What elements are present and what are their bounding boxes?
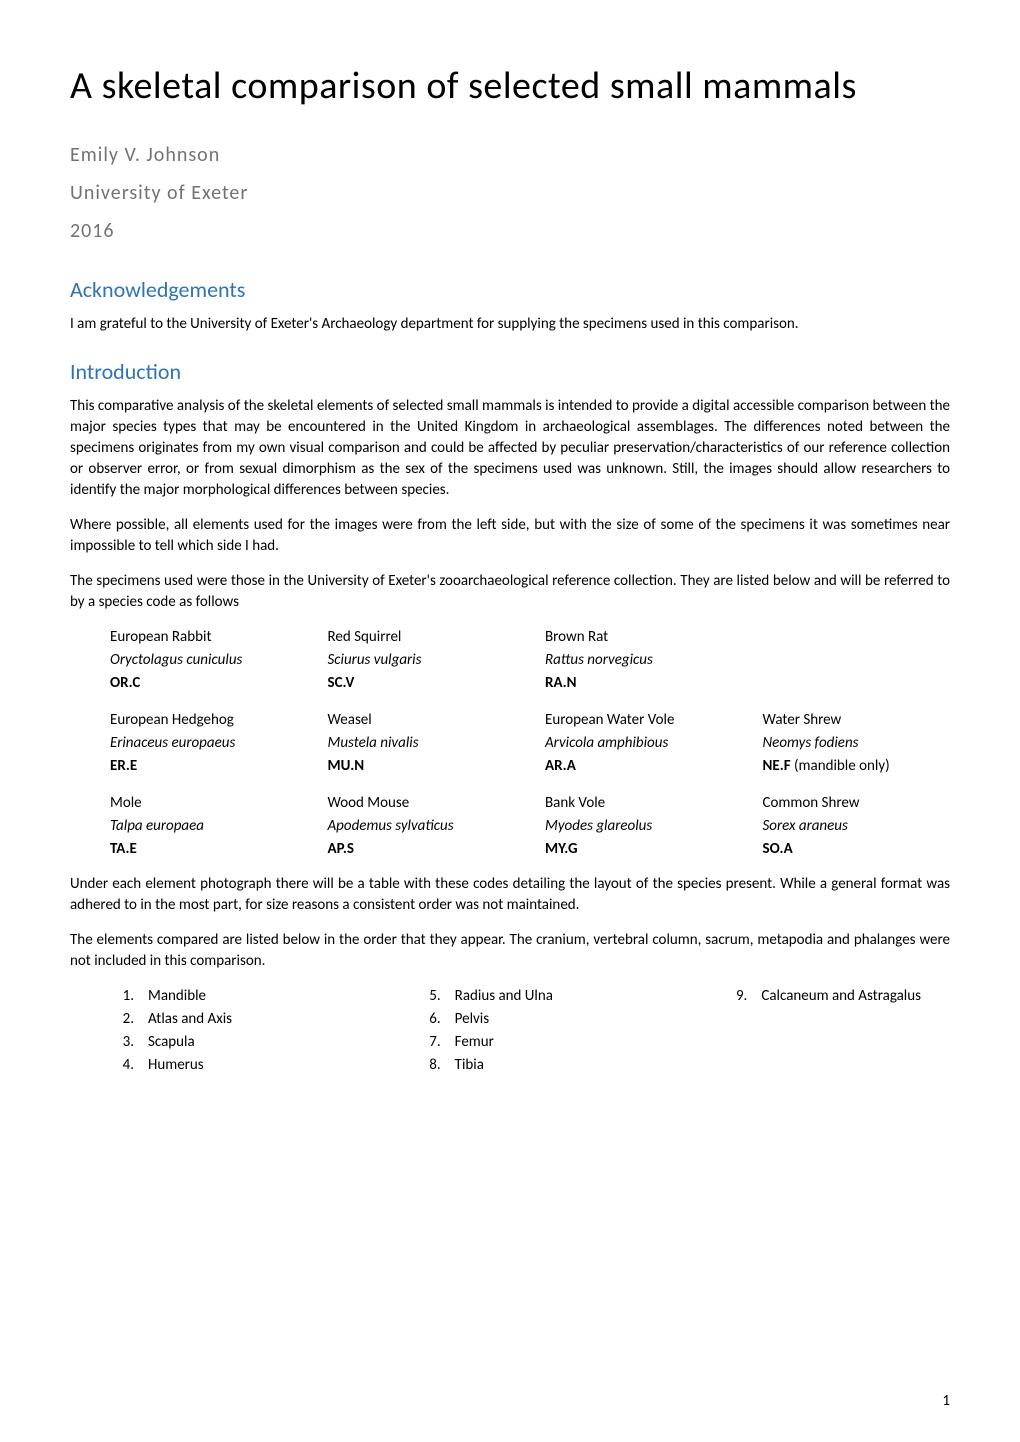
species-code: MY.G bbox=[545, 839, 733, 860]
species-code-suffix: (mandible only) bbox=[791, 757, 890, 775]
list-item-number: 6. bbox=[417, 1009, 441, 1030]
species-common-name: Brown Rat bbox=[545, 627, 733, 648]
species-latin-name: Mustela nivalis bbox=[328, 733, 516, 754]
list-item: 5. Radius and Ulna bbox=[417, 986, 644, 1007]
list-item-text: Femur bbox=[455, 1032, 494, 1053]
species-code: SC.V bbox=[328, 673, 516, 694]
acknowledgements-text: I am grateful to the University of Exete… bbox=[70, 314, 950, 335]
list-item: 3. Scapula bbox=[110, 1032, 337, 1053]
list-item-text: Tibia bbox=[455, 1055, 484, 1076]
species-code: AP.S bbox=[328, 839, 516, 860]
section-heading-acknowledgements: Acknowledgements bbox=[70, 275, 950, 306]
species-latin-name: Oryctolagus cuniculus bbox=[110, 650, 298, 671]
species-code: SO.A bbox=[763, 839, 951, 860]
element-list-column: 9. Calcaneum and Astragalus bbox=[723, 986, 950, 1078]
list-item-number: 5. bbox=[417, 986, 441, 1007]
list-item-number: 9. bbox=[723, 986, 747, 1007]
species-latin-name: Arvicola amphibious bbox=[545, 733, 733, 754]
list-item: 7. Femur bbox=[417, 1032, 644, 1053]
element-list-column: 5. Radius and Ulna 6. Pelvis 7. Femur 8. Tib… bbox=[417, 986, 644, 1078]
species-code: MU.N bbox=[328, 756, 516, 777]
list-item-text: Humerus bbox=[148, 1055, 204, 1076]
list-item-text: Radius and Ulna bbox=[455, 986, 553, 1007]
species-latin-name: Talpa europaea bbox=[110, 816, 298, 837]
page-number: 1 bbox=[942, 1391, 950, 1412]
species-table: European Rabbit Red Squirrel Brown Rat O… bbox=[110, 627, 950, 860]
species-empty-cell bbox=[763, 673, 951, 694]
list-item-text: Pelvis bbox=[455, 1009, 489, 1030]
species-latin-name: Erinaceus europaeus bbox=[110, 733, 298, 754]
species-common-name: Weasel bbox=[328, 710, 516, 731]
species-latin-name: Neomys fodiens bbox=[763, 733, 951, 754]
year: 2016 bbox=[70, 217, 950, 245]
list-item-text: Mandible bbox=[148, 986, 206, 1007]
species-common-name: European Hedgehog bbox=[110, 710, 298, 731]
species-empty-cell bbox=[763, 627, 951, 648]
species-common-name: Mole bbox=[110, 793, 298, 814]
species-latin-name: Sorex araneus bbox=[763, 816, 951, 837]
list-item-text: Calcaneum and Astragalus bbox=[761, 986, 921, 1007]
list-item: 1. Mandible bbox=[110, 986, 337, 1007]
list-item-number: 3. bbox=[110, 1032, 134, 1053]
list-item: 9. Calcaneum and Astragalus bbox=[723, 986, 950, 1007]
element-list-column: 1. Mandible 2. Atlas and Axis 3. Scapula 4.… bbox=[110, 986, 337, 1078]
section-heading-introduction: Introduction bbox=[70, 357, 950, 388]
species-common-name: European Rabbit bbox=[110, 627, 298, 648]
affiliation: University of Exeter bbox=[70, 179, 950, 207]
list-item: 6. Pelvis bbox=[417, 1009, 644, 1030]
list-item: 4. Humerus bbox=[110, 1055, 337, 1076]
species-common-name: European Water Vole bbox=[545, 710, 733, 731]
list-item-number: 2. bbox=[110, 1009, 134, 1030]
list-item-number: 8. bbox=[417, 1055, 441, 1076]
intro-paragraph-3: The specimens used were those in the Uni… bbox=[70, 571, 950, 613]
species-latin-name: Rattus norvegicus bbox=[545, 650, 733, 671]
post-table-paragraph-1: Under each element photograph there will… bbox=[70, 874, 950, 916]
species-code-text: NE.F bbox=[763, 757, 791, 775]
author-name: Emily V. Johnson bbox=[70, 141, 950, 169]
intro-paragraph-1: This comparative analysis of the skeleta… bbox=[70, 396, 950, 501]
species-common-name: Water Shrew bbox=[763, 710, 951, 731]
list-item-number: 1. bbox=[110, 986, 134, 1007]
list-item-text: Scapula bbox=[148, 1032, 195, 1053]
species-common-name: Wood Mouse bbox=[328, 793, 516, 814]
list-item-text: Atlas and Axis bbox=[148, 1009, 232, 1030]
species-latin-name: Apodemus sylvaticus bbox=[328, 816, 516, 837]
species-latin-name: Myodes glareolus bbox=[545, 816, 733, 837]
species-code: NE.F (mandible only) bbox=[763, 756, 951, 777]
list-item-number: 4. bbox=[110, 1055, 134, 1076]
species-common-name: Bank Vole bbox=[545, 793, 733, 814]
intro-paragraph-2: Where possible, all elements used for th… bbox=[70, 515, 950, 557]
list-item: 8. Tibia bbox=[417, 1055, 644, 1076]
species-code: TA.E bbox=[110, 839, 298, 860]
species-common-name: Common Shrew bbox=[763, 793, 951, 814]
species-code: RA.N bbox=[545, 673, 733, 694]
element-list: 1. Mandible 2. Atlas and Axis 3. Scapula 4.… bbox=[110, 986, 950, 1078]
species-code: ER.E bbox=[110, 756, 298, 777]
table-row-spacer bbox=[110, 779, 950, 791]
post-table-paragraph-2: The elements compared are listed below i… bbox=[70, 930, 950, 972]
list-item: 2. Atlas and Axis bbox=[110, 1009, 337, 1030]
species-common-name: Red Squirrel bbox=[328, 627, 516, 648]
list-item-number: 7. bbox=[417, 1032, 441, 1053]
species-empty-cell bbox=[763, 650, 951, 671]
table-row-spacer bbox=[110, 696, 950, 708]
species-code: AR.A bbox=[545, 756, 733, 777]
species-latin-name: Sciurus vulgaris bbox=[328, 650, 516, 671]
document-title: A skeletal comparison of selected small … bbox=[70, 60, 950, 113]
species-code: OR.C bbox=[110, 673, 298, 694]
